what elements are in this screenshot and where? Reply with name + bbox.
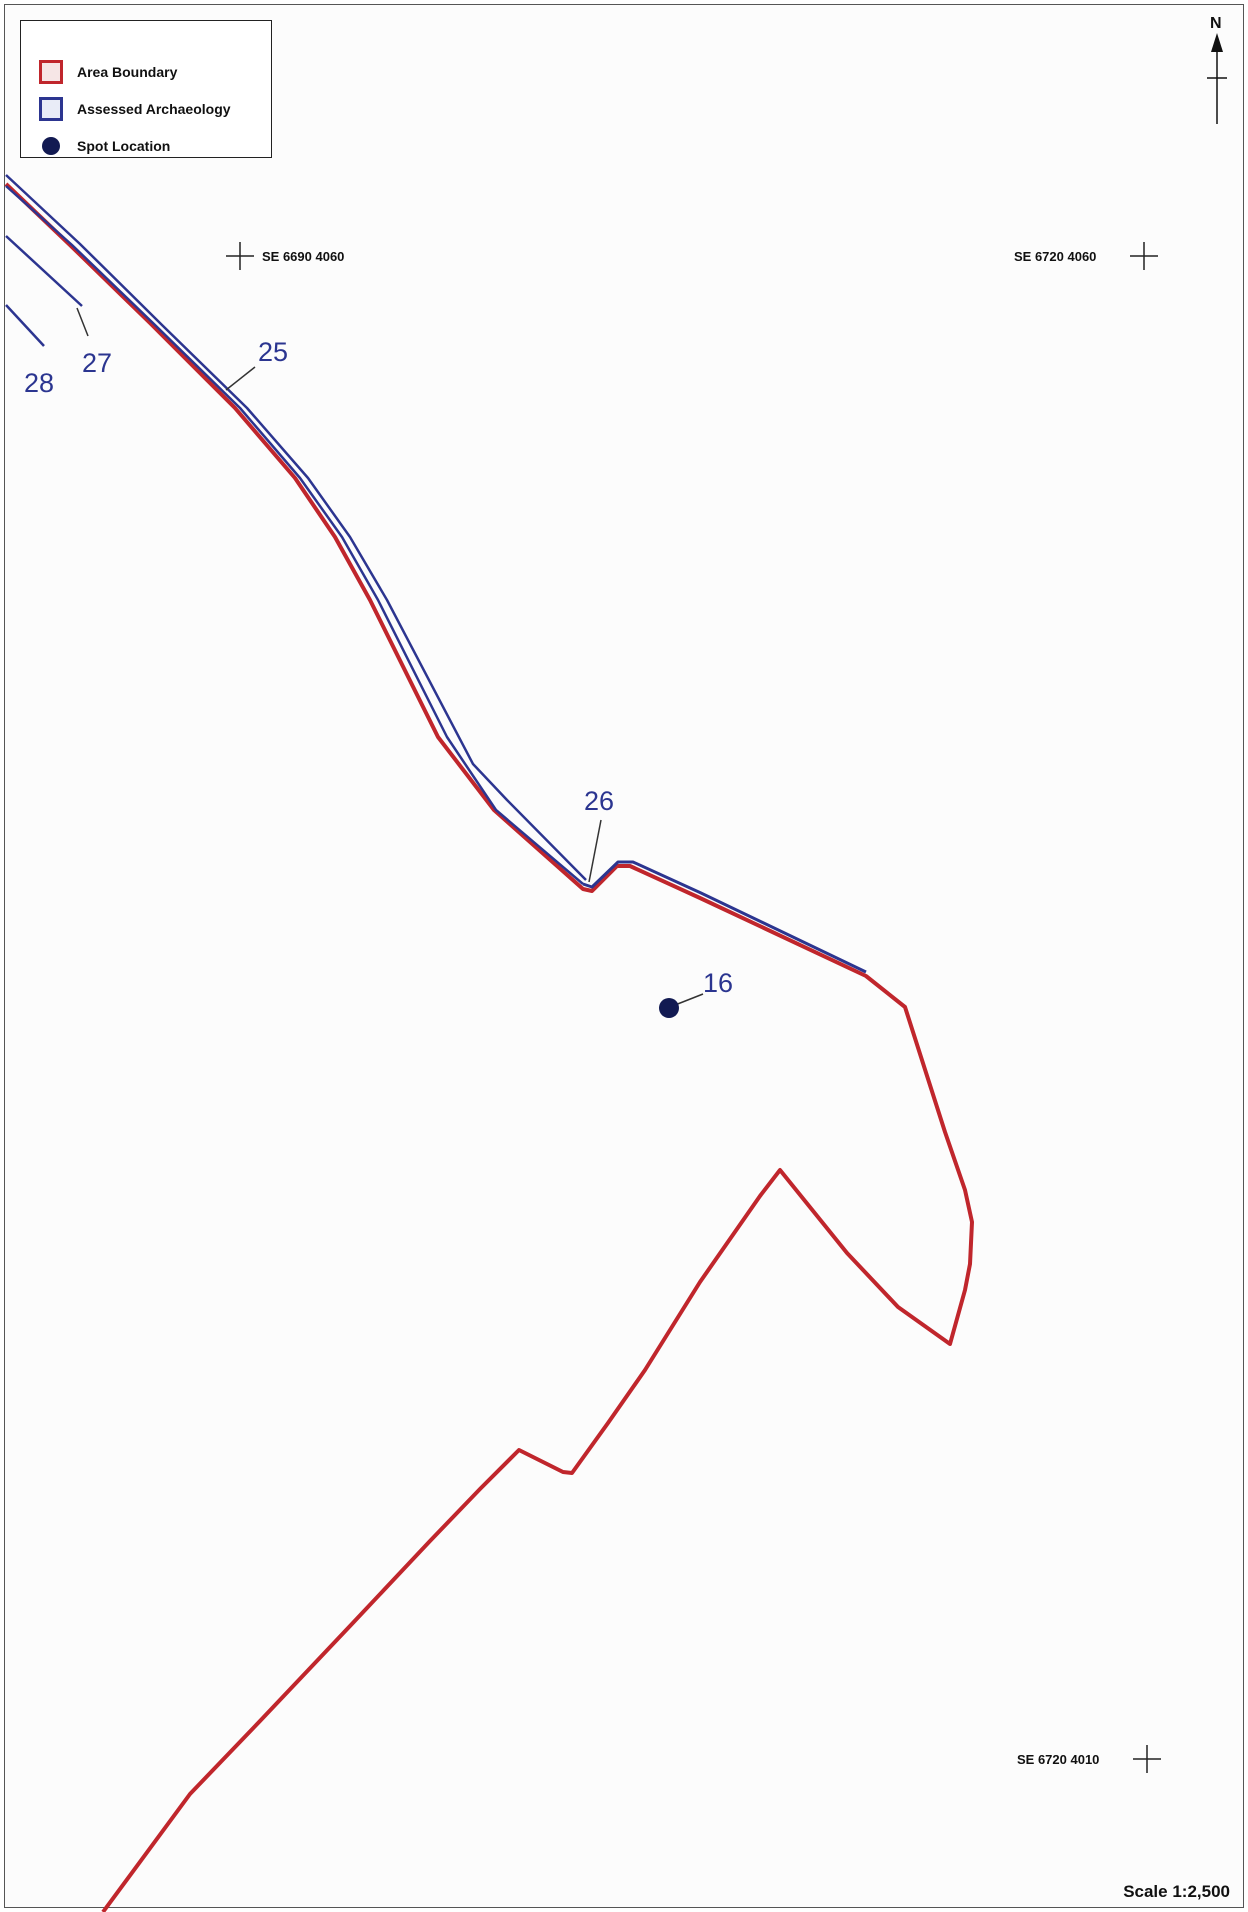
north-label: N	[1210, 15, 1222, 32]
scale-label: Scale 1:2,500	[1123, 1882, 1230, 1901]
label-25: 25	[258, 337, 288, 367]
legend: Area Boundary Assessed Archaeology Spot …	[20, 20, 272, 158]
legend-item-spot-location: Spot Location	[39, 133, 170, 159]
label-27: 27	[82, 348, 112, 378]
grid-cross-bottom-right	[1133, 1745, 1161, 1773]
archaeology-feature-25-outer[interactable]	[5, 185, 584, 885]
label-26: 26	[584, 786, 614, 816]
legend-label-assessed-archaeology: Assessed Archaeology	[77, 101, 231, 117]
archaeology-feature-27[interactable]	[5, 235, 83, 307]
archaeology-feature-25-inner[interactable]	[5, 174, 587, 881]
leader-line-27	[76, 307, 89, 337]
label-28: 28	[24, 368, 54, 398]
legend-label-spot-location: Spot Location	[77, 138, 171, 154]
map-frame	[4, 4, 1244, 1908]
area-boundary-upper	[4, 182, 974, 1912]
legend-label-area-boundary: Area Boundary	[77, 64, 178, 80]
grid-ref-top-left: SE 6690 4060	[262, 249, 344, 264]
leader-line-25	[225, 366, 256, 391]
archaeology-feature-26[interactable]	[582, 860, 867, 974]
area-boundary-swatch-icon	[39, 60, 63, 84]
grid-ref-bottom-right: SE 6720 4010	[1017, 1752, 1099, 1767]
leader-line-26	[588, 819, 602, 883]
spot-location-swatch-icon	[42, 137, 60, 155]
archaeology-feature-28[interactable]	[5, 304, 45, 347]
grid-cross-top-right	[1130, 242, 1158, 270]
grid-ref-top-right: SE 6720 4060	[1014, 249, 1096, 264]
label-16: 16	[703, 968, 733, 998]
legend-item-area-boundary: Area Boundary	[39, 59, 177, 85]
legend-item-assessed-archaeology: Assessed Archaeology	[39, 96, 231, 122]
grid-cross-top-left	[226, 242, 254, 270]
assessed-archaeology-swatch-icon	[39, 97, 63, 121]
spot-location-16[interactable]	[659, 998, 679, 1018]
north-arrow-icon: N	[1207, 15, 1227, 124]
